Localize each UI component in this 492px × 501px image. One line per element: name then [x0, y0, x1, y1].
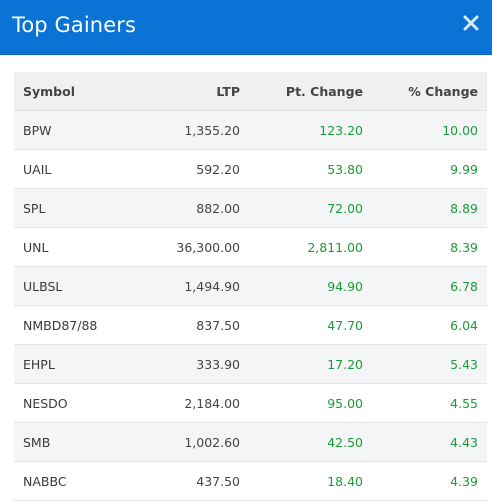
pct-change-cell: 8.39 — [363, 227, 487, 267]
pct-change-cell: 4.43 — [363, 422, 487, 462]
pt-change-cell: 123.20 — [240, 110, 363, 150]
symbol-cell: SPL — [14, 188, 143, 228]
table-header-row: Symbol LTP Pt. Change % Change — [14, 72, 487, 111]
table-row[interactable]: UNL 36,300.00 2,811.00 8.39 — [14, 227, 487, 267]
column-header-ltp[interactable]: LTP — [143, 72, 240, 111]
gainers-table: Symbol LTP Pt. Change % Change BPW 1,355… — [14, 72, 487, 501]
pt-change-cell: 17.20 — [240, 344, 363, 384]
table-row[interactable]: EHPL 333.90 17.20 5.43 — [14, 344, 487, 384]
ltp-cell: 2,184.00 — [143, 383, 240, 423]
pct-change-cell: 8.89 — [363, 188, 487, 228]
modal-title: Top Gainers — [12, 13, 136, 37]
symbol-cell: ULBSL — [14, 266, 143, 306]
pct-change-cell: 4.39 — [363, 461, 487, 501]
pct-change-cell: 6.78 — [363, 266, 487, 306]
table-row[interactable]: BPW 1,355.20 123.20 10.00 — [14, 110, 487, 150]
table-row[interactable]: SMB 1,002.60 42.50 4.43 — [14, 422, 487, 462]
pct-change-cell: 10.00 — [363, 110, 487, 150]
symbol-cell: UAIL — [14, 149, 143, 189]
table-row[interactable]: SPL 882.00 72.00 8.89 — [14, 188, 487, 228]
pct-change-cell: 9.99 — [363, 149, 487, 189]
ltp-cell: 1,494.90 — [143, 266, 240, 306]
table-row[interactable]: UAIL 592.20 53.80 9.99 — [14, 149, 487, 189]
pct-change-cell: 4.55 — [363, 383, 487, 423]
pt-change-cell: 47.70 — [240, 305, 363, 345]
pt-change-cell: 18.40 — [240, 461, 363, 501]
column-header-pct-change[interactable]: % Change — [363, 72, 487, 111]
pt-change-cell: 42.50 — [240, 422, 363, 462]
modal-header: Top Gainers — [0, 0, 492, 55]
table-row[interactable]: NMBD87/88 837.50 47.70 6.04 — [14, 305, 487, 345]
pt-change-cell: 95.00 — [240, 383, 363, 423]
gainers-table-wrapper: Symbol LTP Pt. Change % Change BPW 1,355… — [14, 72, 487, 501]
pt-change-cell: 2,811.00 — [240, 227, 363, 267]
pct-change-cell: 5.43 — [363, 344, 487, 384]
symbol-cell: NESDO — [14, 383, 143, 423]
ltp-cell: 1,355.20 — [143, 110, 240, 150]
ltp-cell: 333.90 — [143, 344, 240, 384]
symbol-cell: UNL — [14, 227, 143, 267]
ltp-cell: 1,002.60 — [143, 422, 240, 462]
ltp-cell: 837.50 — [143, 305, 240, 345]
symbol-cell: SMB — [14, 422, 143, 462]
pt-change-cell: 53.80 — [240, 149, 363, 189]
symbol-cell: NMBD87/88 — [14, 305, 143, 345]
table-row[interactable]: NABBC 437.50 18.40 4.39 — [14, 461, 487, 501]
ltp-cell: 882.00 — [143, 188, 240, 228]
column-header-symbol[interactable]: Symbol — [14, 72, 143, 111]
table-row[interactable]: ULBSL 1,494.90 94.90 6.78 — [14, 266, 487, 306]
symbol-cell: BPW — [14, 110, 143, 150]
ltp-cell: 36,300.00 — [143, 227, 240, 267]
pct-change-cell: 6.04 — [363, 305, 487, 345]
ltp-cell: 437.50 — [143, 461, 240, 501]
column-header-pt-change[interactable]: Pt. Change — [240, 72, 363, 111]
pt-change-cell: 94.90 — [240, 266, 363, 306]
ltp-cell: 592.20 — [143, 149, 240, 189]
table-row[interactable]: NESDO 2,184.00 95.00 4.55 — [14, 383, 487, 423]
symbol-cell: NABBC — [14, 461, 143, 501]
close-icon[interactable] — [462, 14, 480, 32]
pt-change-cell: 72.00 — [240, 188, 363, 228]
symbol-cell: EHPL — [14, 344, 143, 384]
